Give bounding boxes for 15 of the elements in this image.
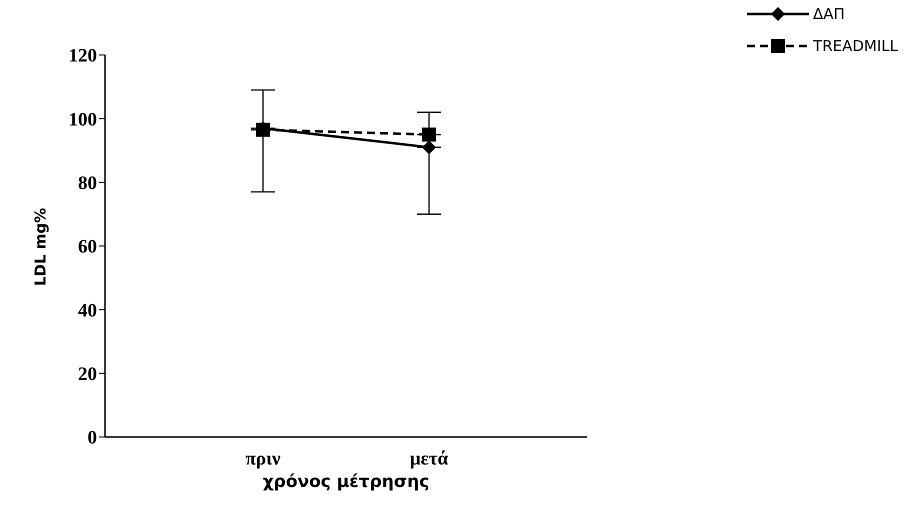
y-tick-label: 120 [68,46,97,67]
x-tick-label: μετά [410,448,449,470]
x-axis-title: χρόνος μέτρησης [262,472,430,492]
point [422,128,436,142]
y-tick-label: 100 [68,109,97,130]
y-tick-label: 80 [78,173,97,194]
y-tick-label: 0 [88,428,97,449]
legend-label: ΔΑΠ [813,5,845,23]
y-tick-label: 40 [78,300,97,322]
y-tick-label: 20 [78,364,97,386]
y-tick-label: 60 [78,236,97,258]
y-axis-title: LDL mg% [31,208,50,286]
point [422,140,436,154]
x-tick-label: πριν [246,448,281,470]
legend-label: TREADMILL [813,37,898,55]
